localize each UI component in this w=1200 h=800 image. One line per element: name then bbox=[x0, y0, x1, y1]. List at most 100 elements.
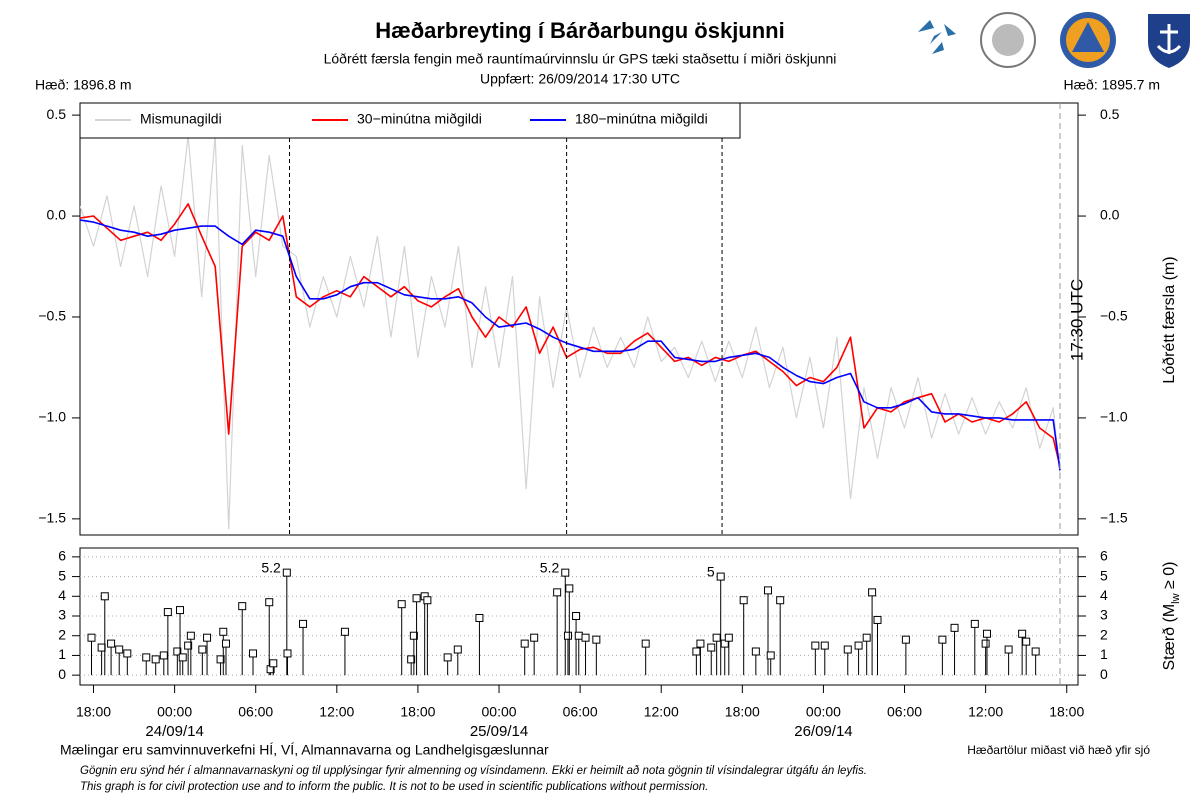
quake-marker bbox=[397, 600, 406, 609]
quake-marker bbox=[186, 631, 195, 640]
quake-marker bbox=[950, 623, 959, 632]
y2-tick-label: 1 bbox=[1100, 646, 1108, 662]
quake-marker bbox=[151, 655, 160, 664]
y-tick-label: −1.5 bbox=[38, 510, 66, 526]
quake bbox=[173, 647, 182, 676]
y-title-part: Stærð (M bbox=[1161, 604, 1178, 671]
quake bbox=[520, 639, 529, 676]
quake-marker bbox=[716, 572, 725, 581]
quake-marker bbox=[764, 586, 773, 595]
y2-tick-label: 5 bbox=[1100, 567, 1108, 583]
quake bbox=[151, 655, 160, 676]
quake bbox=[764, 586, 773, 676]
y-axis-title: Stærð (Mlw ≥ 0) bbox=[1161, 562, 1182, 671]
quake bbox=[873, 615, 882, 676]
quake-marker bbox=[249, 649, 258, 658]
legend: Mismunagildi 30−minútna miðgildi 180−minút… bbox=[79, 102, 741, 139]
quake bbox=[340, 627, 349, 676]
y-title-part: ≥ 0) bbox=[1161, 562, 1178, 594]
quake bbox=[269, 659, 278, 676]
quake bbox=[751, 647, 760, 676]
quake bbox=[453, 645, 462, 676]
y-tick-label: 0.5 bbox=[47, 106, 67, 122]
quake bbox=[724, 633, 733, 676]
title: Hæðarbreyting í Bárðarbungu öskjunni bbox=[375, 18, 784, 43]
y2-tick-label: 0.5 bbox=[1100, 106, 1120, 122]
quake-marker bbox=[216, 655, 225, 664]
x-tick-label: 06:00 bbox=[238, 704, 273, 720]
legend-label: Mismunagildi bbox=[140, 111, 222, 127]
subtitle: Lóðrétt færsla fengin með rauntímaúrvinn… bbox=[324, 51, 837, 67]
quake-marker bbox=[592, 635, 601, 644]
y-tick-label: 1 bbox=[58, 646, 66, 662]
quake-marker bbox=[269, 659, 278, 668]
quake-marker bbox=[561, 568, 570, 577]
quake-marker bbox=[142, 653, 151, 662]
series-line bbox=[80, 219, 1061, 471]
y-tick-label: 4 bbox=[58, 587, 66, 603]
y-tick-label: −1.0 bbox=[38, 409, 66, 425]
quake bbox=[412, 594, 421, 676]
quake bbox=[553, 588, 562, 676]
quake bbox=[178, 653, 187, 676]
y-tick-label: −0.5 bbox=[38, 308, 66, 324]
quake bbox=[87, 633, 96, 676]
quake-marker bbox=[115, 645, 124, 654]
quake-marker bbox=[443, 653, 452, 662]
quake-marker bbox=[981, 639, 990, 648]
quake-marker bbox=[724, 633, 733, 642]
quake-marker bbox=[862, 633, 871, 642]
magnitude-label: 5.2 bbox=[540, 559, 560, 575]
quake bbox=[563, 631, 572, 676]
x-tick-label: 00:00 bbox=[157, 704, 192, 720]
quake-marker bbox=[173, 647, 182, 656]
quake bbox=[854, 641, 863, 676]
quake bbox=[198, 645, 207, 676]
quake bbox=[561, 568, 570, 676]
x-tick-label: 12:00 bbox=[644, 704, 679, 720]
quake-marker bbox=[712, 633, 721, 642]
magnitude-label: 5 bbox=[707, 563, 715, 579]
quake-marker bbox=[123, 649, 132, 658]
quake bbox=[720, 639, 729, 676]
x-tick-label: 18:00 bbox=[76, 704, 111, 720]
quake-marker bbox=[107, 639, 116, 648]
quake bbox=[1031, 647, 1040, 676]
x-tick-label: 18:00 bbox=[725, 704, 760, 720]
quake-marker bbox=[198, 645, 207, 654]
quake-marker bbox=[184, 641, 193, 650]
series-line bbox=[80, 203, 1061, 467]
y2-tick-label: −0.5 bbox=[1100, 308, 1128, 324]
quake-marker bbox=[340, 627, 349, 636]
y-tick-label: 0.0 bbox=[47, 207, 67, 223]
quake bbox=[1022, 637, 1031, 676]
quake bbox=[115, 645, 124, 676]
quake bbox=[186, 631, 195, 676]
quake-marker bbox=[776, 596, 785, 605]
quake bbox=[712, 633, 721, 676]
x-tick-label: 06:00 bbox=[887, 704, 922, 720]
quake bbox=[219, 627, 228, 676]
top-plot-frame bbox=[79, 102, 1079, 536]
quake bbox=[766, 651, 775, 676]
quake-marker bbox=[176, 606, 185, 615]
quake-marker bbox=[720, 639, 729, 648]
quake bbox=[107, 639, 116, 676]
quake-marker bbox=[412, 594, 421, 603]
quake bbox=[221, 639, 230, 676]
y2-tick-label: 2 bbox=[1100, 626, 1108, 642]
credits: Mælingar eru samvinnuverkefni HÍ, VÍ, Al… bbox=[60, 742, 549, 758]
quake-marker bbox=[299, 619, 308, 628]
updated: Uppfært: 26/09/2014 17:30 UTC bbox=[480, 71, 680, 87]
quake bbox=[716, 572, 725, 676]
legend-label: 30−minútna miðgildi bbox=[357, 111, 482, 127]
now-label: 17:30 UTC bbox=[1067, 279, 1086, 361]
quake-marker bbox=[766, 651, 775, 660]
quake-marker bbox=[238, 602, 247, 611]
quake bbox=[981, 639, 990, 676]
quake bbox=[982, 629, 991, 676]
date-label: 26/09/14 bbox=[794, 723, 852, 740]
quake bbox=[443, 653, 452, 676]
quake bbox=[203, 633, 212, 676]
